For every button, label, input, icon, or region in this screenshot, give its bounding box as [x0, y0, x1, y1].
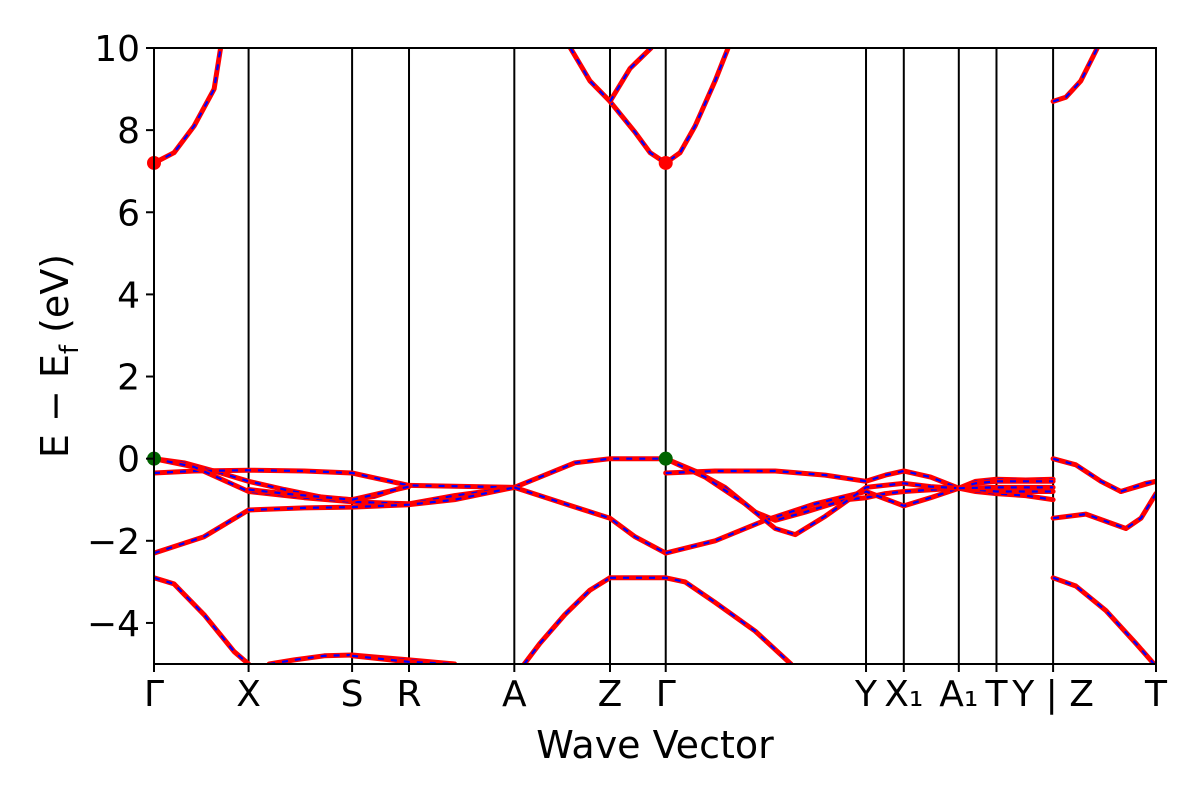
x-tick-label: T — [1144, 674, 1168, 715]
y-tick-label: 10 — [94, 29, 140, 70]
band-line — [607, 48, 654, 104]
plot-frame — [153, 47, 1157, 665]
band-line — [1050, 491, 1156, 531]
y-axis-label: E − Ef (eV) — [33, 254, 85, 458]
band-line-dashed — [248, 485, 410, 501]
band-line-dashed — [1052, 48, 1099, 103]
x-tick-label: Z — [598, 674, 623, 715]
plot-background — [154, 48, 1156, 664]
band-line-dashed — [665, 469, 1054, 490]
band-line-dashed — [569, 48, 730, 165]
y-axis-ticks: −4 −2 0 2 4 6 8 10 — [87, 29, 154, 645]
band-line-dashed — [1052, 457, 1156, 493]
x-tick-label: R — [397, 674, 422, 715]
x-tick-label: Γ — [656, 674, 676, 715]
band-lines — [154, 48, 1156, 664]
x-tick-label: Γ — [144, 674, 164, 715]
x-tick-label: T — [984, 674, 1008, 715]
band-line-dashed — [665, 457, 1054, 536]
x-tick-label: X₁ — [884, 674, 923, 715]
band-line-dashed — [154, 486, 515, 555]
extremum-marker — [658, 451, 673, 466]
band-line-dashed — [610, 576, 792, 664]
band-line-dashed — [513, 486, 667, 555]
x-tick-label: A₁ — [939, 674, 978, 715]
band-line-dashed — [154, 457, 515, 505]
band-line-dashed — [513, 457, 666, 489]
band-line-dashed — [351, 654, 455, 664]
y-tick-label: −2 — [87, 522, 140, 563]
y-tick-label: 6 — [117, 193, 140, 234]
y-tick-label: 8 — [117, 111, 140, 152]
y-tick-label: 4 — [117, 275, 140, 316]
band-line-dashed — [154, 48, 222, 164]
extremum-marker — [658, 155, 673, 170]
band-line-dashed — [154, 576, 250, 664]
band-line-dashed — [665, 457, 959, 522]
band-line-dashed — [523, 576, 611, 664]
x-tick-label: A — [502, 674, 527, 715]
y-tick-label: 0 — [117, 440, 140, 481]
y-axis-label-unit: (eV) — [33, 254, 77, 345]
x-tick-label: X — [236, 674, 261, 715]
band-line-dashed — [958, 480, 1054, 490]
x-axis-label: Wave Vector — [536, 723, 774, 767]
band-line-dashed — [1120, 480, 1156, 493]
y-axis-label-main: E − E — [33, 354, 77, 458]
band-line — [956, 484, 1056, 491]
y-tick-label: −4 — [87, 604, 140, 645]
y-tick-label: 2 — [117, 358, 140, 399]
kpoint-lines — [247, 48, 1055, 664]
x-tick-label: Y | Z — [1011, 674, 1094, 715]
y-axis-label-subscript: f — [55, 344, 85, 354]
x-tick-label: Y — [854, 674, 878, 715]
band-line-dashed — [154, 469, 515, 489]
x-tick-label: S — [341, 674, 364, 715]
band-line-dashed — [1052, 576, 1155, 664]
